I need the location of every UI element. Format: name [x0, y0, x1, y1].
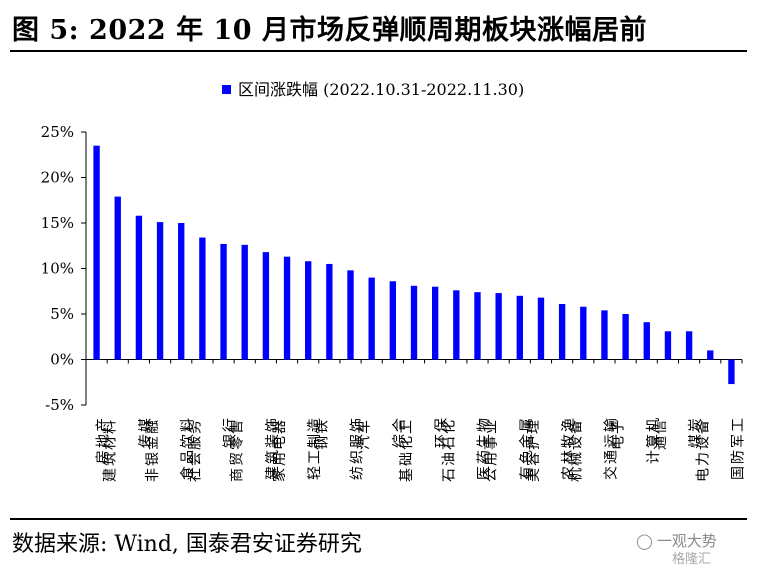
- bar: [410, 285, 418, 360]
- bar: [707, 350, 714, 360]
- x-tick-label: 商贸零售: [230, 418, 246, 482]
- legend-swatch: [222, 85, 231, 94]
- bar-chart: 区间涨跌幅 (2022.10.31-2022.11.30) -5% 0% 5% 10%…: [41, 80, 747, 482]
- bar: [601, 310, 608, 360]
- watermark-name: 一观大势: [656, 532, 717, 550]
- x-tick-label: 房地产: [96, 416, 112, 464]
- x-tick-label: 建筑材料: [103, 418, 119, 482]
- x-tick-label: 家用电器: [271, 418, 288, 482]
- bar: [241, 244, 248, 360]
- watermark-sub: 格隆汇: [672, 552, 712, 567]
- x-tick-label: 有色金属: [518, 416, 535, 480]
- bar: [135, 215, 143, 360]
- bar: [728, 359, 735, 385]
- bar: [474, 292, 481, 360]
- x-tick-label: 非银金融: [145, 418, 161, 482]
- bars: [93, 145, 735, 385]
- x-tick-label: 汽车: [356, 418, 373, 450]
- wechat-icon: ◯: [636, 532, 653, 550]
- y-tick-label: 10%: [41, 260, 74, 278]
- bar: [156, 222, 164, 360]
- x-tick-label: 传媒: [138, 416, 154, 448]
- x-tick-label: 建筑装饰: [265, 416, 281, 480]
- bar: [622, 314, 629, 360]
- legend-label: 区间涨跌幅 (2022.10.31-2022.11.30): [238, 80, 524, 99]
- y-tick-label: -5%: [45, 396, 74, 414]
- bar: [643, 322, 650, 360]
- x-tick-label: 环保: [434, 416, 450, 448]
- x-tick-label: 钢铁: [314, 418, 330, 450]
- x-tick-label: 公用事业: [484, 418, 500, 482]
- bar: [431, 286, 439, 360]
- x-tick-label: 国防军工: [730, 416, 746, 480]
- bar: [495, 293, 502, 360]
- bar: [283, 256, 291, 360]
- bar: [516, 295, 523, 360]
- bar: [262, 252, 270, 360]
- y-tick-label: 20%: [41, 169, 74, 187]
- bar: [220, 243, 227, 360]
- x-tick-label: 机械设备: [567, 418, 584, 482]
- figure-title: 图 5: 2022 年 10 月市场反弹顺周期板块涨幅居前: [12, 15, 647, 46]
- x-tick-label: 银行: [223, 416, 239, 448]
- x-tick-label: 通信: [653, 418, 669, 450]
- x-tick-label: 医药生物: [476, 416, 492, 480]
- y-tick-label: 15%: [41, 214, 74, 232]
- y-tick-label: 25%: [41, 123, 74, 141]
- bar: [368, 277, 375, 360]
- x-tick-label: 煤炭: [688, 416, 704, 448]
- bar: [347, 270, 354, 360]
- bar: [664, 331, 672, 360]
- x-axis: [86, 359, 743, 364]
- bar: [114, 196, 121, 360]
- x-tick-label: 轻工制造: [307, 416, 323, 480]
- bar: [558, 303, 566, 360]
- x-tick-label: 计算机: [646, 416, 662, 464]
- y-tick-label: 5%: [50, 305, 74, 323]
- y-tick-label: 0%: [50, 351, 74, 369]
- bar: [199, 237, 206, 360]
- bar: [580, 306, 587, 360]
- x-tick-label: 食品饮料: [179, 416, 196, 480]
- bar: [685, 331, 693, 360]
- bar: [537, 297, 545, 360]
- chart-legend: 区间涨跌幅 (2022.10.31-2022.11.30): [222, 80, 524, 99]
- x-tick-label: 电子: [611, 418, 627, 450]
- source-note: 数据来源: Wind, 国泰君安证券研究: [12, 532, 362, 557]
- bar: [453, 290, 460, 360]
- source-rule: [10, 518, 747, 520]
- x-tick-label: 基础化工: [398, 418, 415, 482]
- x-tick-label: 交通运输: [602, 416, 619, 480]
- y-axis: -5% 0% 5% 10% 15% 20% 25%: [41, 123, 87, 414]
- title-rule: [10, 50, 747, 52]
- x-tick-label: 社会服务: [187, 418, 203, 482]
- x-tick-label: 美容护理: [525, 418, 542, 482]
- x-tick-label: 电力设备: [694, 418, 711, 482]
- bar: [305, 261, 312, 360]
- x-tick-label: 纺织服饰: [350, 416, 366, 480]
- bar: [93, 145, 100, 360]
- x-tick-label: 石油石化: [441, 418, 457, 482]
- watermark: ◯ 一观大势 格隆汇: [636, 530, 717, 567]
- bar: [389, 281, 397, 360]
- bar: [326, 263, 333, 360]
- x-tick-label: 农林牧渔: [561, 416, 577, 480]
- bar: [178, 223, 185, 360]
- x-tick-label: 综合: [392, 416, 408, 448]
